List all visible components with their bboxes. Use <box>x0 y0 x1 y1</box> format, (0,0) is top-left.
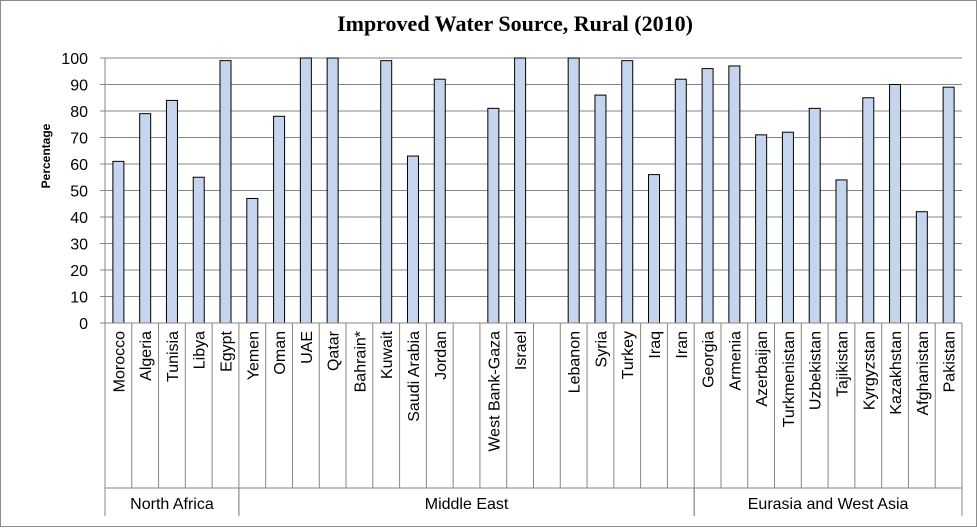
bar <box>862 97 875 324</box>
x-tick-label: Jordan <box>433 331 450 380</box>
x-tick-label: Israel <box>513 331 530 370</box>
x-tick-label: Saudi Arabia <box>406 331 423 422</box>
x-tick-label: Azerbaijan <box>754 331 771 407</box>
bar <box>567 57 580 324</box>
bar <box>621 60 634 324</box>
bar <box>915 211 928 324</box>
x-tick-label: Pakistan <box>942 331 959 392</box>
x-tick-label: Egypt <box>219 330 236 371</box>
y-tick-label: 80 <box>70 104 88 121</box>
bar <box>246 197 259 324</box>
y-tick-label: 70 <box>70 131 88 148</box>
x-tick-label: Tunisia <box>165 331 182 382</box>
group-label: North Africa <box>130 496 214 513</box>
bar <box>889 84 902 324</box>
bar <box>674 78 687 324</box>
bars <box>112 57 955 324</box>
x-tick-label: Yemen <box>245 331 262 380</box>
x-tick-labels: Morocco Algeria Tunisia Libya Egypt Yemen Oman… <box>111 330 958 451</box>
bar <box>112 160 125 324</box>
group-label: Eurasia and West Asia <box>748 496 909 513</box>
y-tick-label: 40 <box>70 210 88 227</box>
bar <box>299 57 312 324</box>
bar <box>219 60 232 324</box>
x-tick-label: Uzbekistan <box>808 331 825 410</box>
x-tick-label: Qatar <box>326 330 343 371</box>
y-tick-label: 100 <box>61 51 88 68</box>
x-tick-label: Tajikistan <box>834 331 851 397</box>
bar <box>139 113 152 324</box>
bar <box>781 131 794 324</box>
y-tick-label: 10 <box>70 290 88 307</box>
bar <box>755 134 768 324</box>
bar <box>648 174 661 324</box>
x-tick-label: Armenia <box>727 331 744 391</box>
x-tick-label: Bahrain* <box>352 331 369 392</box>
bar <box>514 57 527 324</box>
y-axis-label: Percentage <box>39 123 53 188</box>
x-tick-label: Lebanon <box>567 331 584 393</box>
x-tick-label: Kuwait <box>379 330 396 379</box>
bar <box>487 107 500 324</box>
bar <box>701 68 714 324</box>
x-tick-label: Kazakhstan <box>888 331 905 415</box>
bar <box>942 86 955 324</box>
bar <box>380 60 393 324</box>
x-tick-label: Oman <box>272 331 289 375</box>
x-tick-label: UAE <box>299 331 316 364</box>
y-tick-label: 20 <box>70 263 88 280</box>
x-tick-label: West Bank-Gaza <box>486 331 503 452</box>
bar <box>835 179 848 324</box>
bar <box>808 107 821 324</box>
x-tick-label: Kyrgyzstan <box>861 331 878 410</box>
x-tick-label: Syria <box>593 331 610 368</box>
x-tick-label: Turkmenistan <box>781 331 798 427</box>
bar <box>326 57 339 324</box>
bar <box>406 155 419 324</box>
x-tick-label: Morocco <box>111 331 128 392</box>
chart-title: Improved Water Source, Rural (2010) <box>337 11 693 36</box>
x-tick-label: Turkey <box>620 331 637 379</box>
bar <box>728 65 741 324</box>
group-label: Middle East <box>425 496 509 513</box>
y-tick-label: 50 <box>70 184 88 201</box>
y-tick-label: 60 <box>70 157 88 174</box>
x-tick-label: Libya <box>192 331 209 369</box>
bar <box>273 115 286 324</box>
bar <box>192 176 205 324</box>
y-tick-label: 90 <box>70 78 88 95</box>
y-tick-labels: 0 10 20 30 40 50 60 70 80 90 100 <box>61 51 88 333</box>
bar <box>165 99 178 324</box>
bar <box>594 94 607 324</box>
bar <box>433 78 446 324</box>
y-tick-label: 0 <box>79 316 88 333</box>
x-tick-label: Algeria <box>138 331 155 381</box>
x-tick-label: Iraq <box>647 331 664 359</box>
category-groups: North Africa Middle East Eurasia and West … <box>104 488 963 516</box>
y-tick-label: 30 <box>70 237 88 254</box>
x-tick-label: Afghanistan <box>915 331 932 416</box>
x-tick-label: Georgia <box>701 331 718 388</box>
x-tick-label: Iran <box>674 331 691 359</box>
axes <box>104 58 963 489</box>
